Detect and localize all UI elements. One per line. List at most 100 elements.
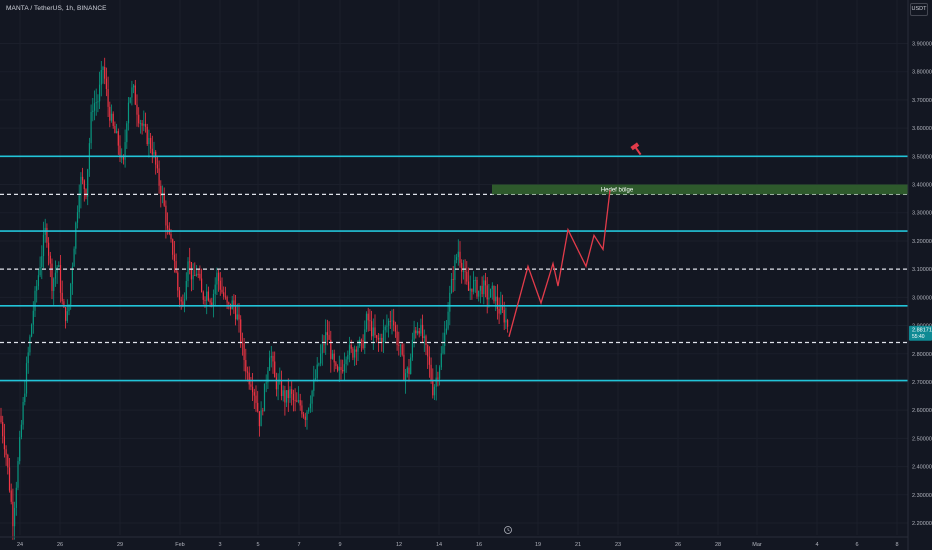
candle [507, 320, 509, 327]
candle [37, 275, 39, 287]
candle [211, 302, 213, 306]
candle [126, 123, 128, 143]
candle [3, 436, 5, 450]
time-tick-label: 28 [715, 542, 721, 548]
candle [369, 320, 371, 322]
candle [246, 371, 249, 373]
candle [156, 164, 158, 169]
candle [63, 301, 65, 308]
candle [488, 297, 490, 300]
candle [374, 327, 376, 336]
currency-badge[interactable]: USDT [910, 3, 928, 16]
time-tick-label: 5 [256, 542, 259, 548]
candle [314, 378, 317, 380]
candle [321, 344, 323, 354]
candle [226, 296, 228, 303]
candle [170, 233, 172, 240]
candle [316, 364, 318, 379]
candle [391, 320, 393, 322]
candle [275, 377, 277, 390]
candle [19, 437, 21, 462]
candle [240, 319, 242, 343]
candle [138, 114, 140, 124]
candle [265, 382, 267, 384]
candle [309, 403, 311, 409]
candle [420, 324, 422, 334]
candle [34, 290, 36, 311]
clock-face [504, 526, 512, 534]
candle [501, 305, 504, 310]
candle [262, 410, 264, 412]
price-tick-label: 3.70000 [912, 98, 932, 104]
candle [194, 275, 196, 277]
candle [377, 337, 379, 340]
candle [202, 292, 204, 300]
candle [325, 332, 327, 345]
price-tick-label: 2.40000 [912, 465, 932, 471]
candle [306, 411, 308, 420]
hammer-handle [634, 146, 642, 156]
candle [36, 286, 38, 291]
candle [167, 225, 169, 229]
candle [204, 299, 206, 301]
candle [360, 339, 362, 341]
target-zone-label: Hedef bölge [601, 187, 634, 193]
candle [301, 405, 303, 415]
candle [41, 256, 43, 267]
candle [348, 344, 351, 355]
candle [476, 279, 478, 297]
candle [48, 242, 50, 256]
candle [292, 393, 294, 400]
candle [70, 283, 72, 305]
candle [479, 285, 481, 291]
candle [148, 137, 150, 145]
candle [165, 205, 167, 226]
price-axis[interactable]: 2.20000 2.30000 2.40000 2.50000 2.60000 2.700… [907, 0, 932, 550]
candle [454, 260, 456, 280]
time-tick-label: 16 [476, 542, 482, 548]
candle [423, 336, 425, 339]
candle [355, 349, 357, 352]
candle [173, 254, 175, 262]
candle [218, 272, 220, 281]
candle [187, 261, 189, 281]
candle [136, 104, 138, 115]
price-tick-label: 3.10000 [912, 267, 932, 273]
projection-line [508, 190, 611, 338]
candle [134, 85, 136, 105]
candle [425, 336, 427, 346]
candle [42, 234, 45, 257]
candle [209, 300, 211, 303]
candle [440, 353, 442, 368]
candle [258, 411, 260, 427]
candle [343, 364, 345, 372]
candle [27, 352, 29, 364]
candle [80, 176, 82, 196]
candle [51, 263, 53, 291]
candle [354, 349, 356, 358]
candle [224, 296, 226, 298]
candle [238, 314, 240, 320]
target-zone[interactable]: Hedef bölge [492, 184, 908, 195]
candle [484, 280, 487, 286]
candle [24, 393, 26, 402]
candle [384, 326, 386, 331]
candle [471, 288, 473, 292]
candle [175, 261, 177, 273]
candle [7, 454, 9, 468]
candle [73, 248, 75, 267]
candle [473, 280, 475, 292]
candle [241, 342, 243, 344]
candle [107, 89, 109, 107]
price-tick-label: 2.70000 [912, 380, 932, 386]
time-axis[interactable]: 24 26 29 Feb 3 5 7 9 12 14 16 19 21 23 26 28 Mar 4 6 8 [0, 536, 908, 548]
candle [216, 272, 218, 285]
candle [59, 265, 62, 293]
candle [284, 390, 286, 403]
candle [313, 379, 315, 391]
candles [0, 57, 509, 540]
candle [177, 272, 179, 291]
candle [65, 307, 67, 321]
candle [102, 66, 104, 70]
